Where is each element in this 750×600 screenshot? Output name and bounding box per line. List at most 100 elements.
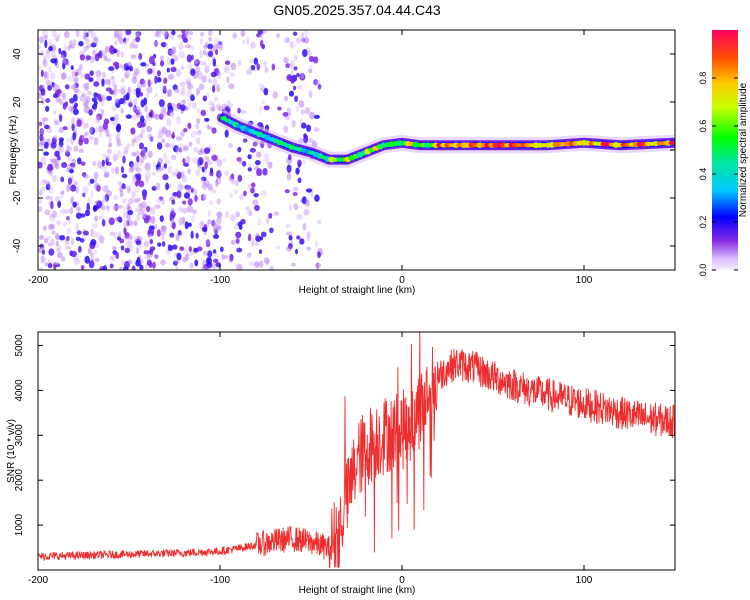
noise-blob [156, 70, 162, 77]
noise-blob [264, 155, 270, 164]
noise-blob [142, 153, 147, 161]
ridge-halo [216, 109, 675, 168]
noise-blob [133, 72, 139, 77]
noise-blob [285, 223, 291, 228]
noise-blob [204, 147, 211, 154]
noise-blob [58, 139, 64, 148]
noise-blob [255, 151, 262, 158]
noise-blob [264, 66, 269, 73]
noise-blob [44, 54, 51, 59]
noise-blob [136, 247, 140, 255]
noise-blob [91, 97, 98, 103]
noise-blob [74, 82, 79, 89]
colorbar-tick-label: 0.4 [698, 168, 708, 181]
noise-blob [292, 191, 298, 197]
noise-blob [242, 39, 246, 45]
noise-blob [166, 90, 171, 98]
noise-blob [123, 40, 128, 46]
noise-blob [137, 121, 144, 129]
noise-blob [245, 69, 253, 75]
noise-blob [129, 234, 134, 240]
noise-blob [213, 258, 219, 264]
noise-blob [263, 105, 270, 111]
noise-blob [229, 193, 233, 198]
noise-blob [173, 88, 178, 94]
noise-blob [110, 75, 115, 81]
noise-blob [150, 215, 156, 224]
noise-blob [93, 171, 99, 179]
noise-blob [44, 262, 49, 267]
noise-blob [190, 46, 194, 51]
noise-blob [175, 88, 180, 94]
spectrogram-x-tick-label: -100 [210, 275, 230, 286]
noise-blob [131, 265, 136, 270]
noise-blob [212, 77, 218, 87]
noise-blob [190, 187, 194, 193]
noise-blob [135, 109, 140, 116]
noise-blob [134, 180, 139, 187]
noise-blob [180, 104, 186, 112]
noise-blob [68, 105, 74, 112]
noise-blob [177, 229, 182, 236]
noise-blob [195, 123, 200, 130]
noise-blob [195, 87, 201, 96]
noise-blob [144, 105, 149, 113]
noise-blob [114, 203, 119, 212]
noise-blob [85, 122, 89, 129]
noise-blob [89, 55, 95, 63]
noise-blob [127, 188, 131, 194]
noise-blob [44, 209, 51, 216]
noise-blob [49, 215, 56, 222]
noise-blob [221, 103, 228, 110]
noise-blob [196, 108, 201, 114]
noise-blob [123, 146, 129, 153]
noise-blob [109, 116, 116, 122]
noise-blob [171, 171, 177, 177]
noise-blob [78, 138, 84, 146]
noise-blob [207, 250, 213, 258]
noise-blob [263, 257, 270, 264]
noise-blob [66, 216, 70, 221]
noise-blob [258, 105, 263, 114]
noise-blob [51, 174, 57, 183]
noise-blob [78, 40, 84, 47]
noise-blob [51, 230, 56, 235]
noise-blob [294, 95, 299, 103]
noise-blob [140, 62, 147, 67]
noise-blob [114, 216, 119, 222]
noise-blob [216, 42, 221, 50]
noise-blob [40, 255, 45, 264]
noise-blob [163, 163, 167, 169]
noise-blob [138, 180, 145, 188]
noise-blob [213, 96, 219, 102]
noise-blob [190, 215, 195, 223]
noise-blob [131, 151, 137, 157]
noise-blob [204, 65, 210, 74]
noise-blob [262, 30, 266, 35]
noise-blob [265, 260, 270, 266]
noise-blob [52, 210, 58, 218]
noise-blob [65, 61, 70, 66]
noise-blob [152, 171, 157, 176]
noise-blob [154, 31, 160, 38]
noise-blob [130, 190, 136, 200]
noise-blob [94, 257, 100, 263]
noise-blob [228, 256, 234, 263]
noise-blob [315, 240, 319, 248]
noise-blob [201, 196, 207, 201]
noise-blob [74, 102, 78, 108]
noise-blob [108, 217, 115, 226]
noise-blob [94, 215, 99, 222]
noise-blob [39, 234, 45, 240]
noise-blob [226, 76, 230, 84]
noise-blob [176, 190, 182, 199]
noise-blob [73, 108, 79, 116]
noise-blob [300, 122, 307, 129]
noise-blob [302, 159, 306, 165]
noise-blob [87, 247, 92, 255]
noise-blob [217, 105, 223, 112]
noise-blob [161, 197, 165, 206]
noise-blob [43, 72, 49, 82]
noise-blob [132, 44, 139, 49]
noise-blob [260, 231, 267, 238]
